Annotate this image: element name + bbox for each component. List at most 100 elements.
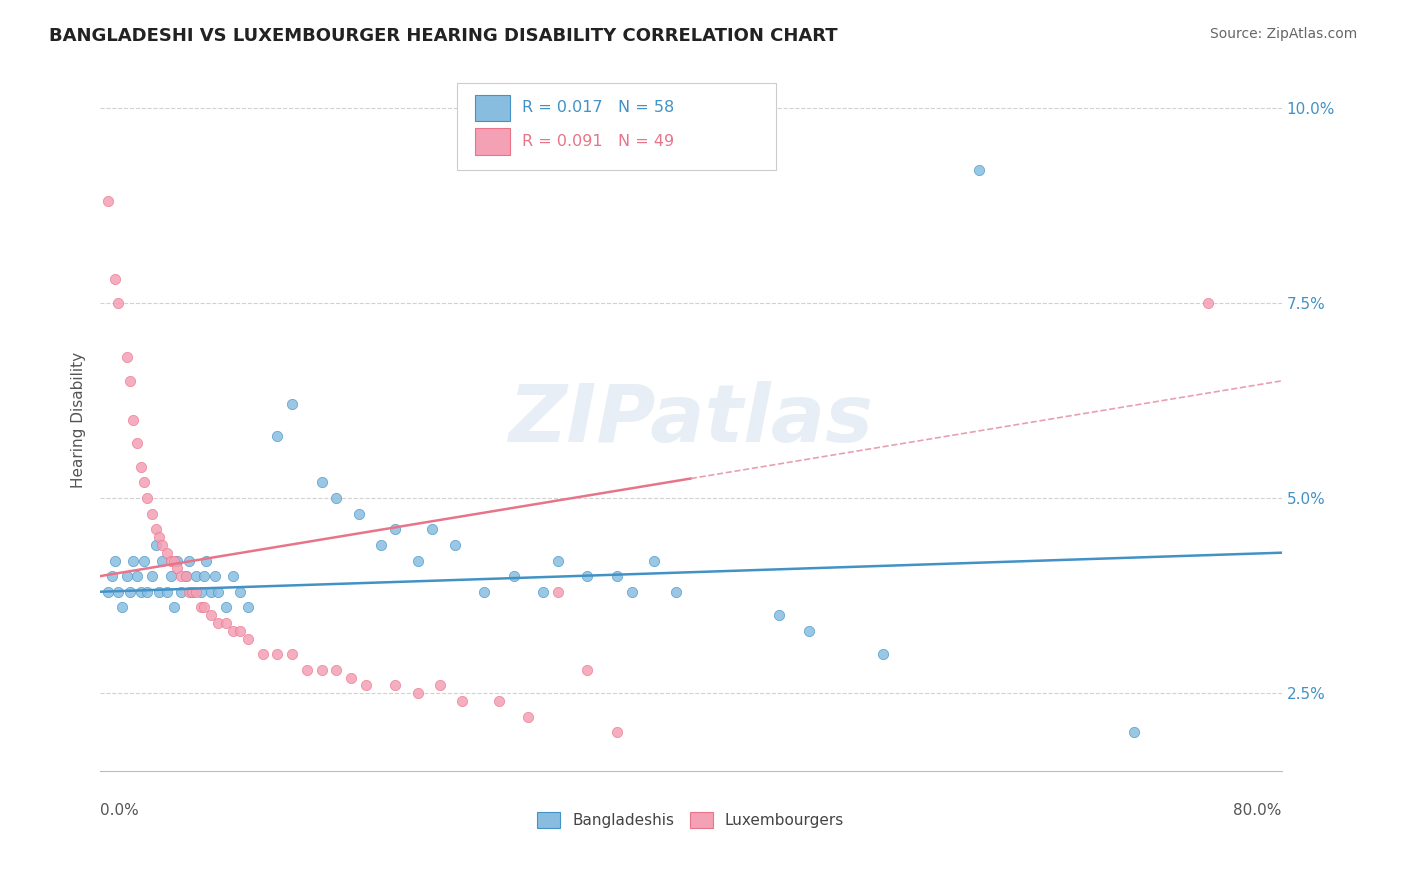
Point	[145, 522, 167, 536]
Point	[406, 686, 429, 700]
Text: 0.0%: 0.0%	[100, 803, 139, 818]
Point	[180, 584, 202, 599]
Point	[797, 624, 820, 638]
Point	[115, 351, 138, 365]
Bar	[475, 128, 510, 155]
Point	[134, 475, 156, 490]
Bar	[475, 95, 510, 121]
Point	[136, 584, 159, 599]
Point	[488, 694, 510, 708]
Text: ZIPatlas: ZIPatlas	[509, 381, 873, 459]
Point	[160, 569, 183, 583]
Point	[281, 647, 304, 661]
Point	[229, 624, 252, 638]
Point	[266, 647, 288, 661]
Point	[150, 553, 173, 567]
Point	[96, 194, 118, 209]
Point	[148, 530, 170, 544]
Point	[118, 584, 141, 599]
Point	[967, 163, 990, 178]
Point	[193, 569, 215, 583]
Point	[354, 678, 377, 692]
Point	[576, 569, 599, 583]
Point	[148, 584, 170, 599]
Point	[115, 569, 138, 583]
Point	[174, 569, 197, 583]
Point	[155, 546, 177, 560]
Point	[121, 553, 143, 567]
Point	[190, 584, 212, 599]
Point	[200, 584, 222, 599]
Point	[222, 624, 245, 638]
Point	[768, 608, 790, 623]
Point	[184, 584, 207, 599]
Point	[166, 561, 188, 575]
Point	[606, 569, 628, 583]
Point	[207, 615, 229, 630]
Point	[190, 600, 212, 615]
Point	[311, 663, 333, 677]
Point	[184, 569, 207, 583]
Point	[665, 584, 688, 599]
Point	[121, 413, 143, 427]
Point	[236, 632, 259, 646]
Point	[136, 491, 159, 505]
Point	[170, 584, 193, 599]
Point	[104, 553, 127, 567]
Point	[325, 491, 347, 505]
Point	[207, 584, 229, 599]
Point	[107, 584, 129, 599]
Point	[134, 553, 156, 567]
Point	[451, 694, 474, 708]
Point	[214, 600, 236, 615]
Point	[131, 459, 153, 474]
FancyBboxPatch shape	[457, 83, 776, 170]
Point	[214, 615, 236, 630]
Point	[174, 569, 197, 583]
Point	[325, 663, 347, 677]
Point	[170, 569, 193, 583]
Point	[163, 553, 186, 567]
Legend: Bangladeshis, Luxembourgers: Bangladeshis, Luxembourgers	[531, 805, 851, 834]
Point	[111, 600, 134, 615]
Point	[576, 663, 599, 677]
Point	[177, 584, 200, 599]
Point	[96, 584, 118, 599]
Point	[236, 600, 259, 615]
Point	[281, 397, 304, 411]
Point	[340, 671, 363, 685]
Point	[531, 584, 554, 599]
Point	[384, 522, 406, 536]
Point	[252, 647, 274, 661]
Y-axis label: Hearing Disability: Hearing Disability	[72, 351, 86, 488]
Point	[118, 374, 141, 388]
Point	[517, 709, 540, 723]
Text: R = 0.091   N = 49: R = 0.091 N = 49	[522, 134, 673, 149]
Point	[266, 428, 288, 442]
Text: Source: ZipAtlas.com: Source: ZipAtlas.com	[1209, 27, 1357, 41]
Point	[606, 725, 628, 739]
Point	[872, 647, 894, 661]
Point	[195, 553, 218, 567]
Text: BANGLADESHI VS LUXEMBOURGER HEARING DISABILITY CORRELATION CHART: BANGLADESHI VS LUXEMBOURGER HEARING DISA…	[49, 27, 838, 45]
Point	[1122, 725, 1144, 739]
Point	[141, 507, 163, 521]
Point	[125, 436, 148, 450]
Text: 80.0%: 80.0%	[1233, 803, 1281, 818]
Point	[429, 678, 451, 692]
Point	[163, 600, 186, 615]
Point	[384, 678, 406, 692]
Point	[101, 569, 124, 583]
Point	[104, 272, 127, 286]
Point	[370, 538, 392, 552]
Point	[443, 538, 465, 552]
Point	[145, 538, 167, 552]
Point	[222, 569, 245, 583]
Point	[141, 569, 163, 583]
Point	[204, 569, 226, 583]
Text: R = 0.017   N = 58: R = 0.017 N = 58	[522, 101, 673, 115]
Point	[125, 569, 148, 583]
Point	[422, 522, 444, 536]
Point	[180, 584, 202, 599]
Point	[406, 553, 429, 567]
